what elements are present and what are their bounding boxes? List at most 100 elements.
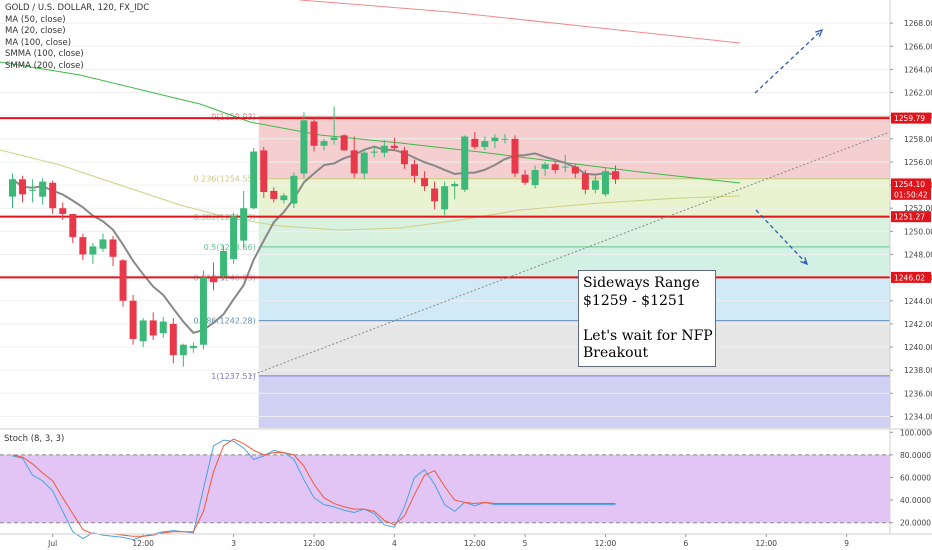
price-tick-label: 1264.00: [904, 65, 932, 74]
price-label-text: 1251.27: [894, 213, 925, 222]
legend-ma20[interactable]: MA (20, close): [5, 26, 66, 37]
smma100-line: [0, 61, 741, 184]
candle-body: [511, 138, 519, 174]
price-label-text: 01:50:42: [894, 190, 928, 199]
price-label-box: [891, 211, 931, 223]
legend-smma100[interactable]: SMMA (100, close): [5, 49, 84, 60]
stoch-tick-label: 20.0000: [900, 519, 931, 528]
candle-body: [451, 183, 459, 187]
candle-body: [290, 175, 298, 204]
candle-body: [139, 320, 147, 342]
candle-body: [521, 174, 529, 183]
candle-body: [441, 186, 449, 210]
candle-body: [531, 170, 539, 186]
price-tick-label: 1256.00: [904, 158, 932, 167]
time-tick-label: 3: [231, 539, 236, 548]
candle-body: [501, 138, 509, 140]
candle-body: [571, 166, 579, 174]
candle-body: [431, 188, 439, 202]
stoch-title[interactable]: Stoch (8, 3, 3): [4, 434, 65, 444]
stoch-tick-label: 80.0000: [900, 451, 931, 460]
candle-body: [69, 214, 77, 238]
candle-body: [29, 189, 37, 191]
time-tick-label: 12:00: [595, 539, 617, 548]
legend-smma200[interactable]: SMMA (200, close): [5, 60, 84, 71]
candle-body: [461, 136, 469, 190]
price-label-box: [891, 271, 931, 283]
fib-zone-0.236: [258, 178, 891, 218]
candle-body: [230, 216, 238, 260]
candle-body: [551, 164, 559, 171]
price-label-text: 1259.79: [894, 114, 925, 123]
candle-body: [411, 164, 418, 176]
annotation-line-2: $1259 - $1251: [583, 292, 686, 309]
candle-body: [601, 171, 609, 195]
candle-body: [119, 260, 127, 301]
candle-body: [39, 181, 47, 197]
candle-body: [9, 179, 16, 197]
candle-body: [270, 190, 278, 199]
candle-body: [491, 137, 499, 142]
candle-body: [360, 152, 368, 174]
fib-label-0: 0(1259.93): [211, 112, 255, 121]
price-tick-label: 1240.00: [904, 343, 932, 352]
candle-body: [380, 145, 388, 153]
sideways-range-annotation[interactable]: Sideways Range $1259 - $1251 Let's wait …: [578, 270, 716, 367]
fib-zone-0.5: [258, 246, 891, 278]
time-tick-label: 4: [392, 539, 397, 548]
candle-body: [49, 182, 57, 209]
candle-body: [370, 151, 378, 153]
candle-body: [390, 145, 398, 149]
fib-zone-0.786: [258, 320, 891, 376]
time-tick-label: 12:00: [132, 539, 154, 548]
candle-body: [280, 195, 288, 201]
price-label-box: [891, 112, 931, 124]
price-tick-label: 1258.00: [904, 135, 932, 144]
candle-body: [350, 150, 358, 174]
price-tick-label: 1248.00: [904, 250, 932, 259]
annotation-line-4: Let's wait for NFP: [583, 327, 713, 344]
fib-label-1: 1(1237.51): [211, 372, 255, 381]
price-tick-label: 1268.00: [904, 19, 932, 28]
candle-body: [320, 141, 328, 146]
price-tick-label: 1238.00: [904, 366, 932, 375]
fib-label-0.5: 0.5(1248.66): [204, 243, 256, 252]
candle-body: [109, 239, 117, 257]
candle-body: [240, 208, 248, 241]
price-label-text: 1254.10: [894, 180, 925, 189]
price-tick-label: 1252.00: [904, 204, 932, 213]
stoch-band: [0, 454, 890, 523]
candle-body: [310, 121, 318, 146]
price-label-text: 1246.02: [894, 273, 925, 282]
time-tick-label: 5: [523, 539, 528, 548]
legend-ma100[interactable]: MA (100, close): [5, 37, 72, 48]
candle-body: [169, 323, 177, 356]
candle-body: [340, 135, 348, 151]
candle-body: [129, 300, 137, 339]
candle-body: [199, 277, 207, 345]
candle-body: [260, 150, 268, 193]
candle-body: [591, 180, 599, 190]
breakout-down-arrow-head: [800, 257, 809, 266]
price-tick-label: 1244.00: [904, 297, 932, 306]
candle-body: [250, 151, 258, 209]
time-tick-label: 12:00: [464, 539, 486, 548]
candle-body: [612, 171, 619, 180]
fib-zone-0.618: [258, 277, 891, 321]
price-label-box: [891, 178, 931, 190]
fib-zone-1: [258, 375, 891, 428]
candle-body: [330, 137, 338, 140]
candle-body: [471, 138, 479, 147]
smma200-line: [299, 0, 741, 44]
fib-label-0.236: 0.236(1254.55): [193, 175, 255, 184]
candle-body: [421, 178, 429, 187]
legend-ma50[interactable]: MA (50, close): [5, 14, 66, 25]
time-tick-label: 12:00: [303, 539, 325, 548]
candle-body: [561, 166, 569, 168]
legend-symbol[interactable]: GOLD / U.S. DOLLAR, 120, FX_IDC: [5, 3, 150, 13]
candle-body: [481, 141, 489, 147]
ma50-line: [0, 149, 741, 231]
price-tick-label: 1266.00: [904, 42, 932, 51]
breakout-up-arrow-shaft: [754, 29, 823, 94]
price-tick-label: 1236.00: [904, 389, 932, 398]
